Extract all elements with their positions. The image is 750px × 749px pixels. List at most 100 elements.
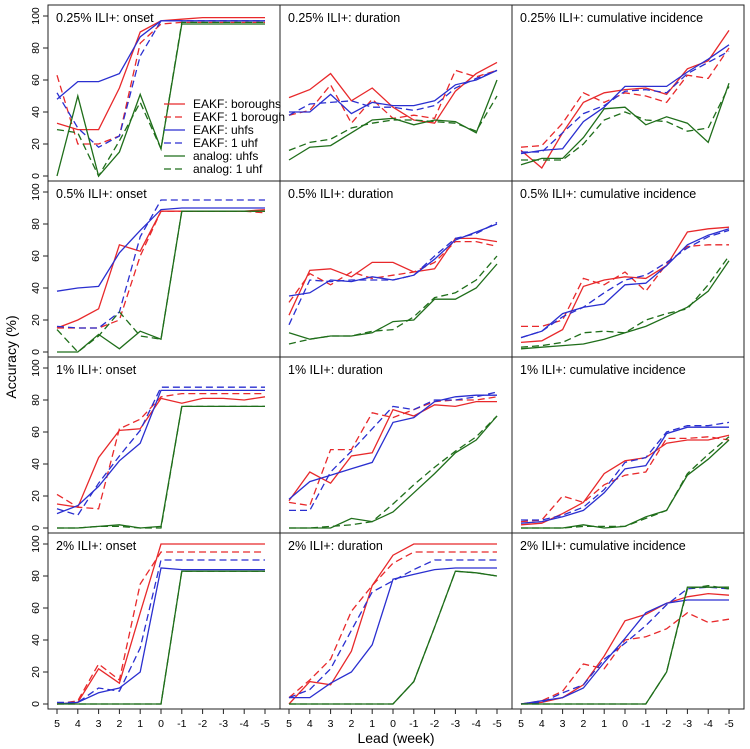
series-line-eakf-1-borough bbox=[56, 392, 265, 510]
y-tick-label: 0 bbox=[30, 349, 42, 355]
panel-frame bbox=[511, 532, 745, 710]
series-line-analog-1-uhf bbox=[520, 255, 730, 348]
panel-frame bbox=[279, 356, 513, 534]
series-line-eakf-uhfs bbox=[56, 567, 265, 705]
x-tick-label: 2 bbox=[116, 718, 122, 730]
x-tick-label: -3 bbox=[683, 718, 692, 730]
series-line-eakf-1-borough bbox=[56, 551, 265, 705]
y-tick-label: 60 bbox=[30, 602, 42, 614]
series-line-eakf-uhfs bbox=[520, 228, 730, 339]
panel-title: 0.5% ILI+: duration bbox=[288, 187, 393, 201]
x-tick-label: -2 bbox=[430, 718, 439, 730]
panel-title: 0.25% ILI+: cumulative incidence bbox=[520, 11, 703, 25]
legend-entry: EAKF: uhfs bbox=[193, 123, 254, 137]
y-tick-label: 80 bbox=[30, 218, 42, 230]
y-tick-label: 60 bbox=[30, 426, 42, 438]
series-line-analog-1-uhf bbox=[521, 86, 730, 161]
series-line-eakf-uhfs bbox=[520, 426, 729, 524]
panel-frame bbox=[47, 180, 281, 358]
y-tick-label: 40 bbox=[30, 106, 42, 118]
y-tick-label: 20 bbox=[30, 138, 42, 150]
series-line-eakf-1-uhf bbox=[56, 199, 265, 329]
x-tick-label: 4 bbox=[539, 718, 545, 730]
series-line-eakf-1-borough bbox=[288, 551, 497, 699]
panel-frame bbox=[279, 532, 513, 710]
x-tick-label: -4 bbox=[240, 718, 249, 730]
y-tick-label: 60 bbox=[30, 250, 42, 262]
x-tick-label: 1 bbox=[601, 718, 607, 730]
series-line-eakf-1-uhf bbox=[288, 69, 498, 116]
series-line-eakf-boroughs bbox=[288, 400, 497, 502]
series-line-eakf-1-uhf bbox=[57, 559, 265, 704]
series-line-eakf-uhfs bbox=[520, 44, 730, 155]
series-line-analog-1-uhf bbox=[56, 21, 265, 178]
series-line-eakf-boroughs bbox=[288, 543, 497, 705]
x-tick-label: 5 bbox=[518, 718, 524, 730]
series-line-analog-1-uhf bbox=[521, 436, 730, 529]
y-tick-label: 20 bbox=[30, 314, 42, 326]
panel-frame bbox=[279, 180, 513, 358]
y-tick-label: 100 bbox=[30, 359, 42, 377]
series-line-eakf-1-uhf bbox=[288, 559, 497, 699]
series-line-eakf-boroughs bbox=[520, 226, 730, 344]
x-tick-label: 0 bbox=[622, 718, 628, 730]
x-axis-label: Lead (week) bbox=[357, 730, 434, 746]
y-tick-label: 100 bbox=[30, 7, 42, 25]
x-tick-label: -5 bbox=[724, 718, 733, 730]
series-line-eakf-uhfs bbox=[520, 599, 729, 705]
series-line-analog-uhfs bbox=[289, 415, 498, 529]
series-line-analog-1-uhf bbox=[288, 95, 498, 152]
series-line-eakf-1-borough bbox=[520, 436, 730, 523]
series-line-eakf-1-uhf bbox=[288, 221, 498, 326]
series-line-eakf-1-borough bbox=[520, 612, 730, 705]
series-line-analog-1-uhf bbox=[57, 405, 265, 529]
y-tick-label: 80 bbox=[30, 42, 42, 54]
series-line-eakf-1-uhf bbox=[521, 50, 730, 153]
panel-title: 0.5% ILI+: cumulative incidence bbox=[520, 187, 696, 201]
x-tick-label: 3 bbox=[560, 718, 566, 730]
x-tick-label: 2 bbox=[580, 718, 586, 730]
x-tick-label: 5 bbox=[286, 718, 292, 730]
x-tick-label: -4 bbox=[704, 718, 713, 730]
legend-entry: analog: uhfs bbox=[193, 149, 258, 163]
x-tick-label: 4 bbox=[75, 718, 81, 730]
series-line-eakf-boroughs bbox=[288, 237, 498, 316]
series-line-analog-1-uhf bbox=[521, 584, 730, 705]
y-tick-label: 60 bbox=[30, 74, 42, 86]
panel-title: 2% ILI+: duration bbox=[288, 539, 383, 553]
panel-title: 0.5% ILI+: onset bbox=[56, 187, 147, 201]
series-line-eakf-1-uhf bbox=[289, 391, 498, 512]
series-line-eakf-boroughs bbox=[288, 61, 498, 124]
y-tick-label: 40 bbox=[30, 634, 42, 646]
x-tick-label: -1 bbox=[409, 718, 418, 730]
x-tick-label: 5 bbox=[54, 718, 60, 730]
series-line-analog-uhfs bbox=[520, 260, 730, 350]
series-line-eakf-uhfs bbox=[289, 69, 498, 115]
series-line-eakf-uhfs bbox=[288, 394, 497, 500]
x-tick-label: -4 bbox=[472, 718, 481, 730]
panel-title: 0.25% ILI+: onset bbox=[56, 11, 154, 25]
x-tick-label: 2 bbox=[348, 718, 354, 730]
legend-entry: EAKF: boroughs bbox=[193, 97, 281, 111]
x-tick-label: 3 bbox=[328, 718, 334, 730]
y-tick-label: 0 bbox=[30, 701, 42, 707]
x-tick-label: -2 bbox=[662, 718, 671, 730]
x-tick-label: -1 bbox=[641, 718, 650, 730]
panel-title: 0.25% ILI+: duration bbox=[288, 11, 400, 25]
legend-entry: analog: 1 uhf bbox=[193, 162, 263, 176]
x-tick-label: 0 bbox=[158, 718, 164, 730]
x-tick-label: 3 bbox=[96, 718, 102, 730]
series-line-analog-1-uhf bbox=[56, 210, 265, 353]
panel-frame bbox=[47, 356, 281, 534]
x-tick-label: -5 bbox=[492, 718, 501, 730]
series-line-eakf-1-uhf bbox=[56, 20, 265, 148]
panel-title: 2% ILI+: cumulative incidence bbox=[520, 539, 686, 553]
y-tick-label: 0 bbox=[30, 525, 42, 531]
x-tick-label: -1 bbox=[177, 718, 186, 730]
series-line-analog-1-uhf bbox=[288, 255, 498, 345]
x-tick-label: -3 bbox=[451, 718, 460, 730]
panel-frame bbox=[47, 4, 281, 182]
series-line-eakf-uhfs bbox=[56, 207, 265, 292]
panel-frame bbox=[511, 180, 745, 358]
y-tick-label: 80 bbox=[30, 570, 42, 582]
